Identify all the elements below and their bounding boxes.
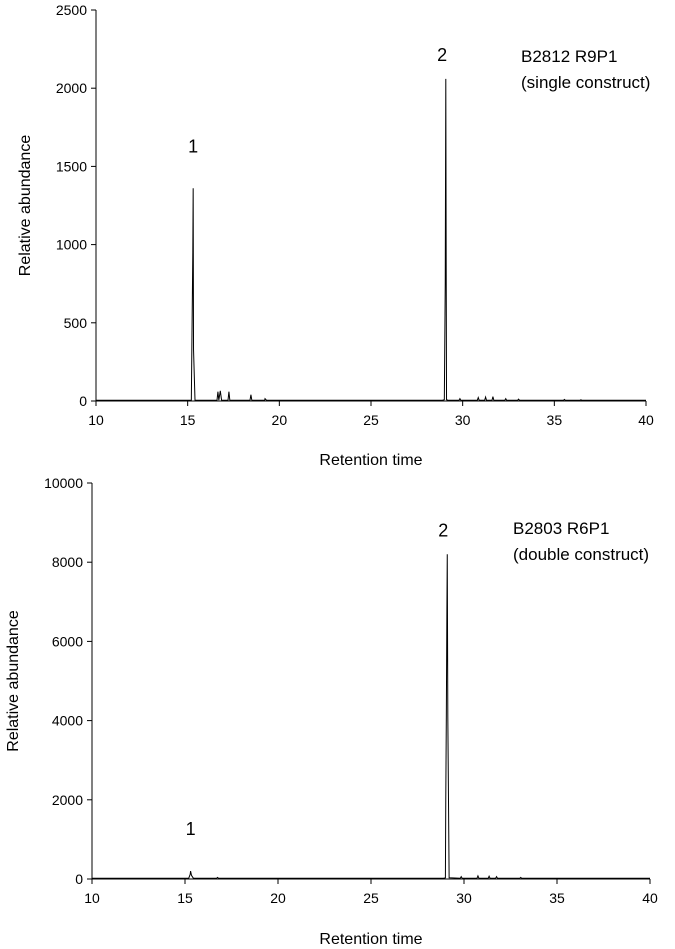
- y-tick-label: 1000: [56, 237, 87, 253]
- peak-label-2: 2: [438, 520, 448, 540]
- x-ticks: 10 15 20 25 30 35 40: [84, 879, 658, 906]
- y-axis-title: Relative abundance: [5, 610, 22, 752]
- peak-label-1: 1: [188, 136, 198, 156]
- chart-panel-double-construct: 0 2000 4000 6000 8000 10000 10 15 20 25 30 35 40 Re…: [5, 475, 658, 948]
- x-tick-label: 25: [363, 412, 379, 428]
- y-tick-label: 0: [75, 871, 83, 887]
- x-tick-label: 10: [84, 890, 100, 906]
- x-tick-label: 20: [270, 890, 286, 906]
- peak-label-1: 1: [186, 819, 196, 839]
- y-tick-label: 2000: [52, 792, 83, 808]
- y-tick-label: 4000: [52, 713, 83, 729]
- construct-type-label: (single construct): [521, 73, 650, 92]
- y-tick-label: 1500: [56, 158, 87, 174]
- y-tick-label: 500: [64, 315, 88, 331]
- x-tick-label: 15: [180, 412, 196, 428]
- x-tick-label: 25: [363, 890, 379, 906]
- x-tick-label: 15: [177, 890, 193, 906]
- x-tick-label: 30: [456, 890, 472, 906]
- series-trace: [96, 78, 646, 401]
- x-tick-label: 10: [88, 412, 104, 428]
- y-ticks: 0 2000 4000 6000 8000 10000: [44, 475, 92, 887]
- y-ticks: 0 500 1000 1500 2000 2500: [56, 2, 96, 409]
- construct-type-label: (double construct): [513, 545, 649, 564]
- y-axis-title: Relative abundance: [17, 135, 34, 277]
- x-axis-title: Retention time: [319, 931, 422, 948]
- x-axis-title: Retention time: [319, 452, 422, 469]
- y-tick-label: 2500: [56, 2, 87, 18]
- y-tick-label: 6000: [52, 633, 83, 649]
- sample-id-label: B2812 R9P1: [521, 47, 617, 66]
- x-tick-label: 40: [638, 412, 654, 428]
- x-tick-label: 20: [272, 412, 288, 428]
- x-ticks: 10 15 20 25 30 35 40: [88, 401, 654, 428]
- sample-id-label: B2803 R6P1: [513, 519, 609, 538]
- y-tick-label: 2000: [56, 80, 87, 96]
- x-tick-label: 35: [549, 890, 565, 906]
- peak-label-2: 2: [437, 45, 447, 65]
- chart-panel-single-construct: 0 500 1000 1500 2000 2500 10 15 20 25 30 35 40 Rete…: [17, 2, 654, 469]
- y-tick-label: 10000: [44, 475, 83, 491]
- y-tick-label: 8000: [52, 554, 83, 570]
- x-tick-label: 30: [455, 412, 471, 428]
- y-tick-label: 0: [79, 393, 87, 409]
- series-trace: [92, 554, 650, 879]
- x-tick-label: 40: [642, 890, 658, 906]
- x-tick-label: 35: [547, 412, 563, 428]
